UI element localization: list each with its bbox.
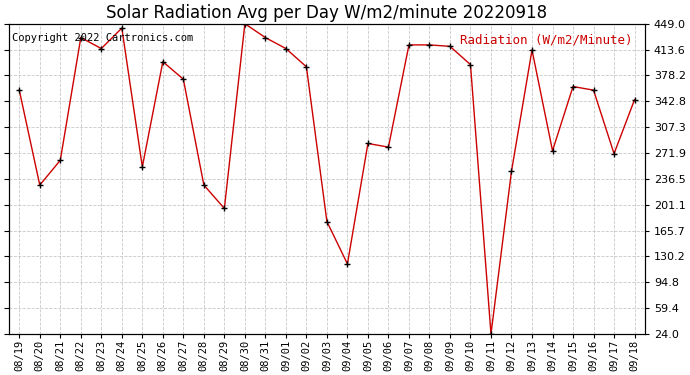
Title: Solar Radiation Avg per Day W/m2/minute 20220918: Solar Radiation Avg per Day W/m2/minute …: [106, 4, 547, 22]
Text: Copyright 2022 Cartronics.com: Copyright 2022 Cartronics.com: [12, 33, 193, 43]
Text: Radiation (W/m2/Minute): Radiation (W/m2/Minute): [460, 33, 632, 46]
